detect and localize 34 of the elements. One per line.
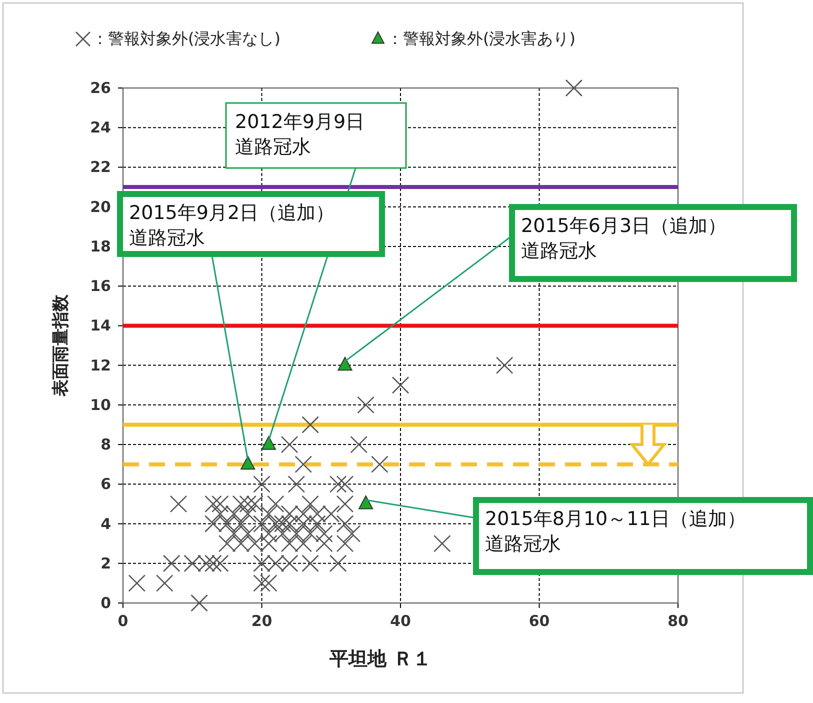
y-tick-label: 18 xyxy=(90,237,111,256)
y-tick-label: 4 xyxy=(100,514,111,533)
y-tick-label: 0 xyxy=(100,594,111,612)
point xyxy=(338,356,352,371)
point xyxy=(358,495,374,510)
y-tick-label: 20 xyxy=(90,198,111,216)
annotation: 2015年8月10～11日（追加）道路冠水 xyxy=(485,508,746,555)
x-tick-label: 60 xyxy=(528,612,550,630)
y-tick-label: 22 xyxy=(90,158,111,176)
y-tick-label: 12 xyxy=(90,356,111,374)
y-tick-label: 8 xyxy=(100,436,111,454)
y-tick-label: 6 xyxy=(100,475,111,494)
annotation: 2015年8月10～11日（追加）道路冠水 xyxy=(366,497,813,575)
annotation: 2015年6月3日（追加）道路冠水 xyxy=(521,215,727,262)
legend-label: ：警報対象外(浸水害なし) xyxy=(92,29,280,48)
y-tick-label: 16 xyxy=(90,277,111,296)
y-tick-label: 14 xyxy=(90,316,111,335)
x-tick-label: 40 xyxy=(390,612,411,630)
y-tick-label: 10 xyxy=(90,396,111,414)
annotation: 2015年9月2日（追加）道路冠水 xyxy=(129,202,335,249)
annotation: 2015年9月2日（追加）道路冠水 xyxy=(117,191,385,460)
y-tick-label: 24 xyxy=(90,118,111,137)
y-tick-label: 2 xyxy=(100,554,111,572)
y-axis-title: 表面雨量指数 xyxy=(51,294,71,398)
point xyxy=(240,456,256,470)
y-tick-label: 26 xyxy=(90,79,111,97)
point xyxy=(261,436,276,450)
x-tick-label: 80 xyxy=(668,612,688,630)
annotation: 2015年6月3日（追加）道路冠水 xyxy=(344,204,797,362)
annotation: 2012年9月9日道路冠水 xyxy=(235,111,365,158)
x-tick-label: 20 xyxy=(251,612,272,630)
x-tick-label: 0 xyxy=(118,612,128,630)
x-axis-title: 平坦地 Ｒ１ xyxy=(328,648,432,670)
legend-label: ：警報対象外(浸水害あり) xyxy=(387,29,576,48)
